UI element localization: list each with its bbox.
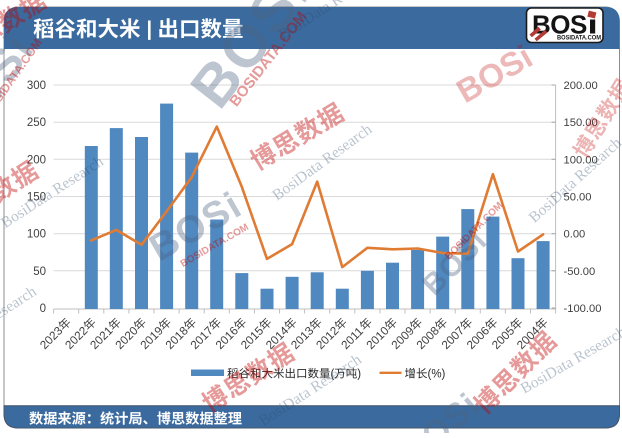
svg-text:300: 300 [27, 80, 46, 92]
svg-text:): ) [357, 369, 361, 381]
svg-text:100: 100 [27, 229, 46, 241]
svg-text:200.00: 200.00 [564, 80, 598, 92]
svg-text:50: 50 [33, 266, 46, 278]
svg-text:-100.00: -100.00 [564, 303, 602, 315]
svg-text:|: | [147, 19, 153, 41]
svg-text:-50.00: -50.00 [564, 266, 596, 278]
svg-text:150.00: 150.00 [564, 117, 598, 129]
svg-text:250: 250 [27, 117, 46, 129]
svg-text:BOSIDATA.COM: BOSIDATA.COM [557, 35, 601, 42]
svg-text:0.00: 0.00 [564, 229, 586, 241]
svg-text:200: 200 [27, 154, 46, 166]
svg-text:0: 0 [40, 303, 46, 315]
svg-text:(%): (%) [428, 369, 446, 381]
